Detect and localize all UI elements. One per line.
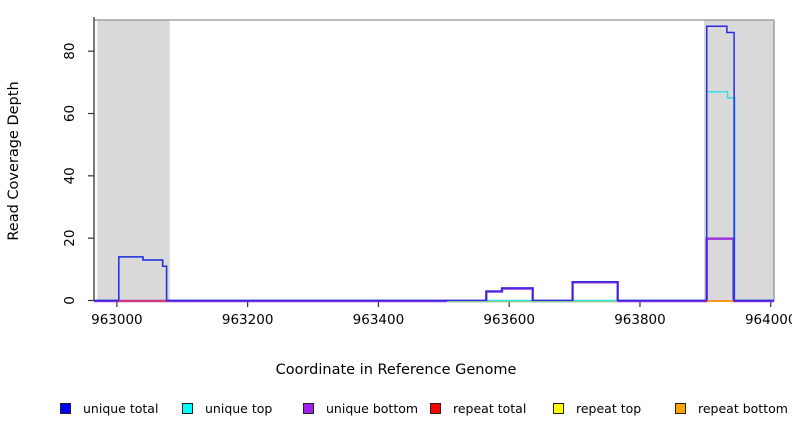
legend-item-unique-top: unique top xyxy=(182,400,272,416)
y-tick-label: 20 xyxy=(62,230,78,247)
x-tick-label: 963200 xyxy=(222,312,274,328)
y-tick-label: 80 xyxy=(62,43,78,60)
y-tick-label: 0 xyxy=(62,296,78,305)
x-tick-label: 963800 xyxy=(614,312,666,328)
legend-item-unique-bottom: unique bottom xyxy=(303,400,418,416)
left-gray-band xyxy=(97,20,170,301)
legend-swatch-icon xyxy=(553,402,564,414)
y-axis-title: Read Coverage Depth xyxy=(6,81,22,241)
y-tick-label: 60 xyxy=(62,105,78,122)
x-tick-label: 964000 xyxy=(745,312,792,328)
legend-label: repeat top xyxy=(576,400,642,416)
legend-label: unique total xyxy=(83,400,159,416)
x-tick-label: 963400 xyxy=(353,312,405,328)
legend-swatch-icon xyxy=(675,402,686,414)
x-tick-label: 963600 xyxy=(483,312,535,328)
legend-swatch-icon xyxy=(430,402,441,414)
legend-swatch-icon xyxy=(60,402,71,414)
legend: unique total unique top unique bottom repea… xyxy=(0,400,792,420)
x-tick-label: 963000 xyxy=(91,312,143,328)
legend-label: unique top xyxy=(205,400,273,416)
legend-label: repeat bottom xyxy=(698,400,788,416)
legend-item-repeat-bottom: repeat bottom xyxy=(675,400,788,416)
right-gray-band xyxy=(704,20,774,301)
y-tick-label: 40 xyxy=(62,167,78,184)
legend-swatch-icon xyxy=(303,402,314,414)
legend-label: repeat total xyxy=(453,400,527,416)
x-axis-title: Coordinate in Reference Genome xyxy=(275,362,517,378)
series-unique-total xyxy=(94,25,774,302)
legend-item-repeat-total: repeat total xyxy=(430,400,526,416)
legend-item-unique-total: unique total xyxy=(60,400,158,416)
series-unique-bottom xyxy=(94,237,774,303)
legend-swatch-icon xyxy=(182,402,193,414)
legend-item-repeat-top: repeat top xyxy=(553,400,641,416)
legend-label: unique bottom xyxy=(326,400,419,416)
series-unique-top xyxy=(94,90,774,302)
